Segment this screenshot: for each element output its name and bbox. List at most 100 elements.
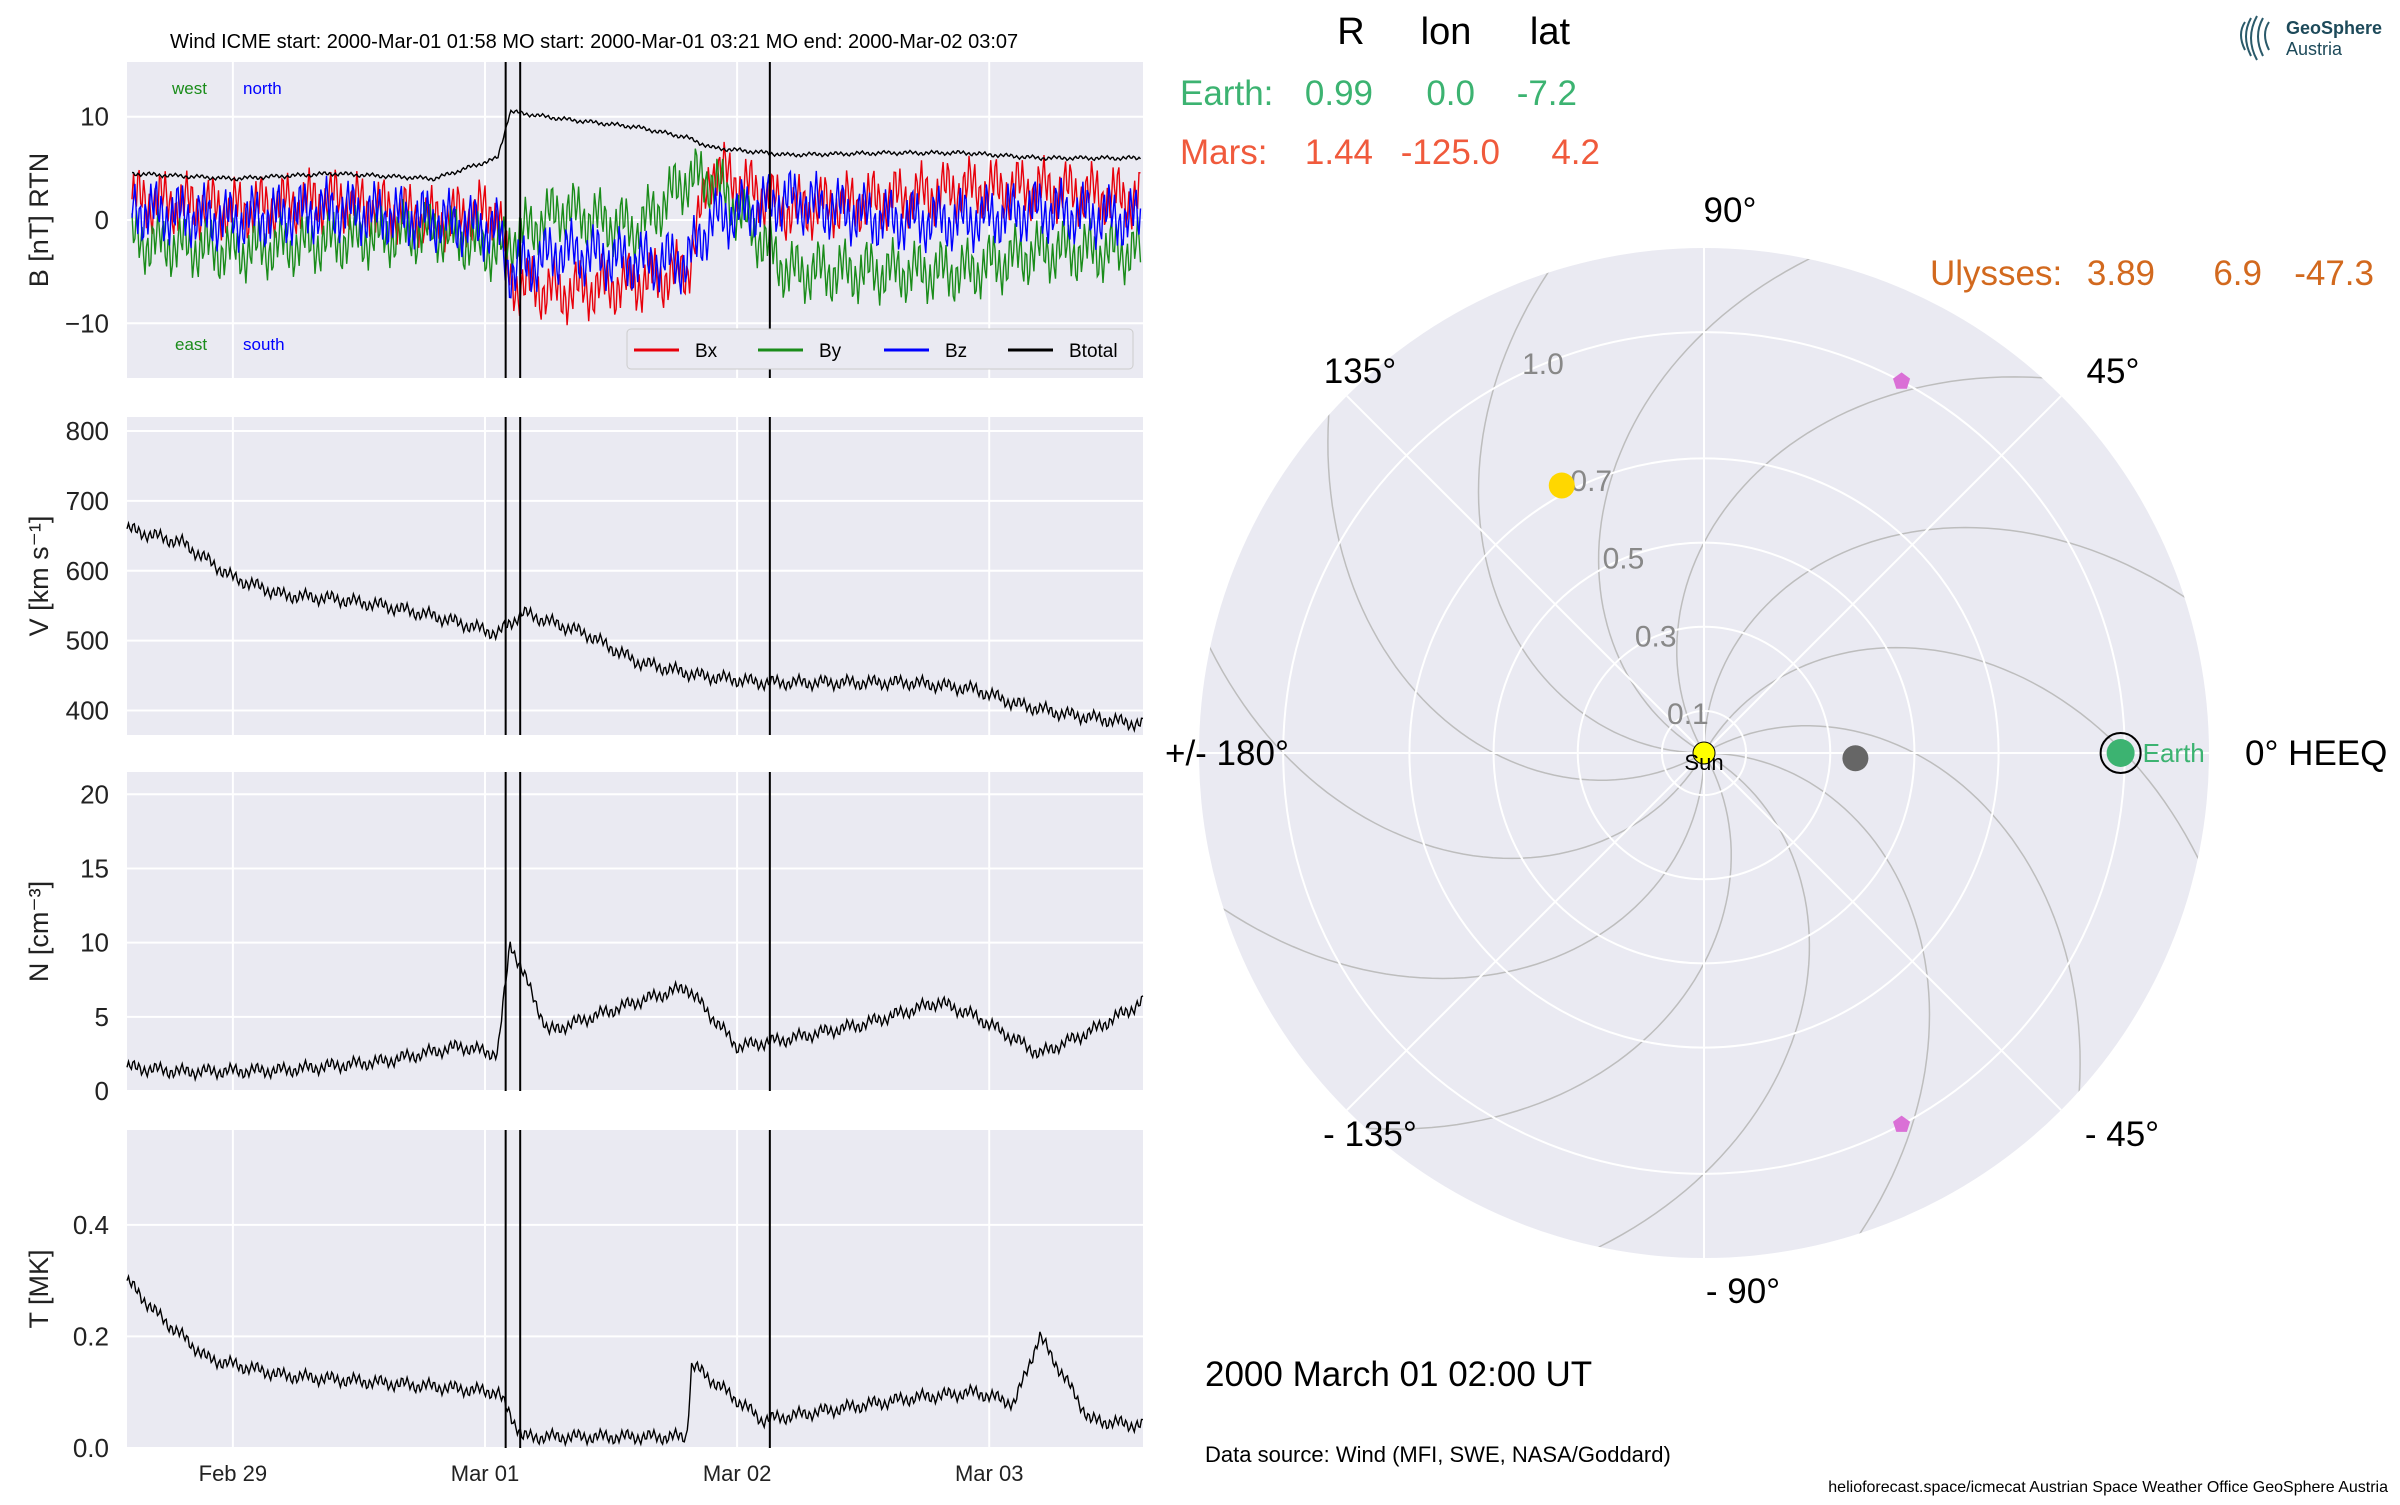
geosphere-logo: GeoSphere Austria — [2240, 15, 2382, 61]
mercury-marker — [1842, 745, 1869, 772]
ulysses-row-label: Ulysses: — [1930, 254, 2062, 293]
series-line — [126, 941, 1144, 1083]
angle-label: 45° — [2087, 352, 2140, 391]
y-axis-label: N [cm⁻³] — [24, 881, 54, 982]
ulysses-row-lat: -47.3 — [2294, 254, 2374, 293]
series-line — [131, 148, 1142, 306]
series-line — [126, 1273, 1144, 1448]
ulysses-row-r: 3.89 — [2087, 254, 2155, 293]
angle-label: 0° HEEQ — [2245, 734, 2387, 773]
legend-label-bx: Bx — [695, 341, 718, 362]
mars-row-lat: 4.2 — [1551, 133, 1600, 172]
y-tick-label: 5 — [95, 1002, 109, 1032]
orbit-polar-plot: 0.1 0.3 0.5 0.7 1.0 0° HEEQ 45° 90° 135° +/- 180°… — [1165, 191, 2387, 1311]
earth-marker-label: Earth — [2143, 738, 2205, 768]
x-tick-label: Mar 01 — [451, 1461, 519, 1486]
west-label: west — [171, 79, 207, 98]
y-tick-label: 15 — [80, 853, 109, 883]
x-tick-label: Feb 29 — [199, 1461, 268, 1486]
legend-label-bz: Bz — [945, 341, 967, 362]
y-tick-label: 0.2 — [73, 1321, 109, 1351]
credits-label: helioforecast.space/icmecat Austrian Spa… — [1828, 1479, 2388, 1496]
mars-row-label: Mars: — [1180, 133, 1268, 172]
y-tick-label: 10 — [80, 928, 109, 958]
mars-row-lon: -125.0 — [1401, 133, 1500, 172]
earth-row-r: 0.99 — [1305, 74, 1373, 113]
plot-area — [127, 772, 1143, 1091]
ulysses-row-lon: 6.9 — [2213, 254, 2262, 293]
east-label: east — [175, 335, 207, 354]
sun-marker-label: Sun — [1684, 750, 1723, 775]
legend-label-btotal: Btotal — [1069, 341, 1118, 362]
radial-tick-label: 0.3 — [1635, 620, 1677, 653]
y-tick-label: 500 — [66, 626, 109, 656]
spacecraft-marker — [1893, 1115, 1911, 1132]
mars-row-r: 1.44 — [1305, 133, 1373, 172]
chart-legend: Bx By Bz Btotal — [626, 328, 1134, 370]
timestamp-label: 2000 March 01 02:00 UT — [1205, 1355, 1592, 1394]
y-axis-label: V [km s⁻¹] — [24, 516, 54, 637]
angle-label: - 90° — [1706, 1272, 1780, 1311]
radial-tick-label: 0.7 — [1570, 465, 1612, 498]
angle-gridline — [1346, 395, 1705, 754]
y-tick-label: 400 — [66, 696, 109, 726]
angle-label: 90° — [1704, 191, 1757, 230]
angle-label: 135° — [1324, 352, 1396, 391]
y-tick-label: 0.0 — [73, 1433, 109, 1463]
temperature-panel: 0.4 0.2 0.0 T [MK] Feb 29 Mar 01 Mar 02 Mar 03 — [24, 1130, 1144, 1486]
series-line — [131, 109, 1142, 182]
y-axis-label: B [nT] RTN — [24, 153, 54, 288]
y-tick-label: 0 — [95, 205, 109, 235]
table-header-r: R — [1337, 11, 1364, 53]
magnetic-field-panel: 10 0 −10 B [nT] RTN — [24, 62, 1143, 378]
angle-gridline — [1703, 752, 2062, 1111]
angle-label: +/- 180° — [1165, 734, 1289, 773]
earth-marker — [2106, 739, 2135, 767]
angle-label: - 135° — [1323, 1115, 1417, 1154]
y-axis-label: T [MK] — [24, 1249, 54, 1328]
x-tick-label: Mar 02 — [703, 1461, 771, 1486]
angle-gridline — [1346, 752, 1705, 1111]
y-tick-label: 10 — [80, 102, 109, 132]
plot-area — [127, 1130, 1143, 1448]
speed-panel: 800 700 600 500 400 V [km s⁻¹] — [24, 416, 1144, 735]
angle-label: - 45° — [2085, 1115, 2159, 1154]
y-tick-label: 700 — [66, 486, 109, 516]
plot-area — [127, 417, 1143, 735]
y-tick-label: 600 — [66, 556, 109, 586]
north-label: north — [243, 79, 282, 98]
angle-gridline — [1703, 395, 2062, 754]
table-header-lat: lat — [1530, 11, 1571, 53]
chart-title: Wind ICME start: 2000-Mar-01 01:58 MO st… — [170, 31, 1018, 53]
y-tick-label: 0.4 — [73, 1210, 109, 1240]
logo-text-line1: GeoSphere — [2286, 18, 2382, 38]
south-label: south — [243, 335, 285, 354]
series-line — [126, 520, 1144, 734]
radial-tick-label: 1.0 — [1522, 348, 1564, 381]
earth-row-lat: -7.2 — [1517, 74, 1577, 113]
earth-ring — [2099, 732, 2142, 774]
spacecraft-marker — [1893, 372, 1911, 389]
y-tick-label: 20 — [80, 779, 109, 809]
series-line — [131, 169, 1142, 299]
legend-label-by: By — [819, 341, 842, 362]
position-table: R lon lat Earth: 0.99 0.0 -7.2 Mars: 1.4… — [1180, 11, 2374, 293]
radial-tick-label: 0.5 — [1603, 543, 1645, 576]
legend-frame — [626, 328, 1134, 370]
series-line — [131, 141, 1141, 326]
y-tick-label: 800 — [66, 416, 109, 446]
density-panel: 20 15 10 5 0 N [cm⁻³] — [24, 772, 1144, 1106]
geosphere-logo-mark — [2240, 15, 2270, 61]
logo-text-line2: Austria — [2286, 39, 2343, 59]
earth-row-lon: 0.0 — [1426, 74, 1475, 113]
sun-marker — [1692, 741, 1716, 765]
data-source-label: Data source: Wind (MFI, SWE, NASA/Goddar… — [1205, 1442, 1671, 1467]
table-header-lon: lon — [1421, 11, 1472, 53]
y-tick-label: −10 — [65, 308, 109, 338]
earth-row-label: Earth: — [1180, 74, 1273, 113]
y-tick-label: 0 — [95, 1076, 109, 1106]
venus-marker — [1548, 472, 1575, 499]
x-tick-label: Mar 03 — [955, 1461, 1023, 1486]
